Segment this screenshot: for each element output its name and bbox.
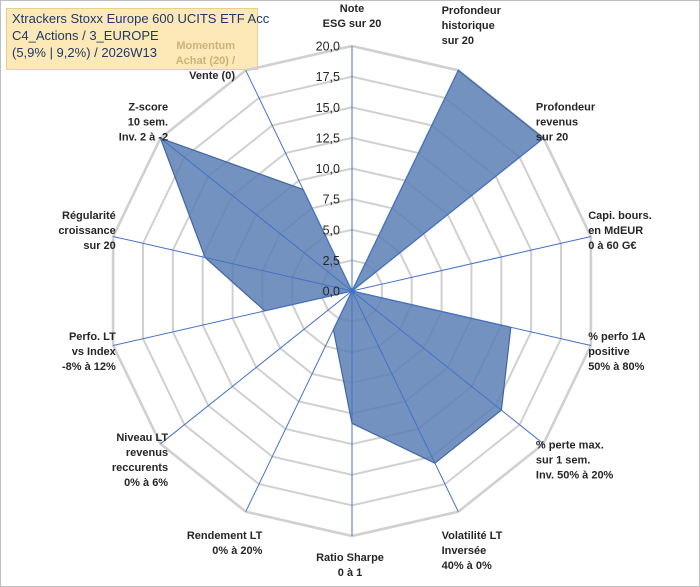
axis-spoke-6	[351, 290, 544, 445]
fund-stats: (5,9% | 9,2%) / 2026W13	[12, 45, 158, 60]
axis-label-12: Régularité croissance sur 20	[58, 210, 115, 252]
axis-spoke-7	[351, 290, 459, 512]
axis-label-line: reccurents	[112, 462, 168, 474]
axis-label-line: Achat (20) /	[176, 55, 235, 67]
axis-label-line: Perfo. LT	[69, 331, 116, 343]
axis-label-line: sur 20	[442, 35, 474, 47]
axis-label-line: revenus	[536, 117, 578, 129]
axis-label-10: Niveau LT revenus reccurents 0% à 6%	[112, 432, 169, 489]
axis-label-line: Note	[340, 3, 364, 15]
axis-label-line: Rendement LT	[187, 530, 263, 542]
tick-label-2: 5,0	[323, 223, 340, 237]
tick-label-3: 7,5	[323, 193, 340, 207]
axis-label-line: sur 20	[83, 240, 115, 252]
axis-label-3: Profondeur revenus sur 20	[536, 102, 596, 144]
axis-label-line: Inv. 2 à -2	[119, 132, 168, 144]
axis-spoke-10	[160, 290, 353, 445]
axis-label-line: -8% à 12%	[62, 361, 116, 373]
axis-spoke-9	[245, 290, 353, 512]
axis-label-line: vs Index	[72, 346, 117, 358]
axis-label-9: Rendement LT 0% à 20%	[187, 530, 263, 557]
axis-label-line: 0 à 60 G€	[588, 240, 636, 252]
axis-label-line: 40% à 0%	[442, 560, 492, 572]
axis-spoke-3	[351, 137, 544, 292]
axis-label-line: Capi. bours.	[588, 210, 652, 222]
axis-label-line: positive	[588, 346, 630, 358]
axis-spoke-4	[351, 236, 592, 292]
tick-label-4: 10,0	[316, 162, 340, 176]
axis-label-8: Ratio Sharpe 0 à 1	[316, 552, 384, 579]
axis-label-line: 0% à 6%	[124, 477, 168, 489]
axis-spoke-2	[351, 70, 459, 292]
fund-name: Xtrackers Stoxx Europe 600 UCITS ETF Acc	[12, 11, 270, 26]
tick-label-1: 2,5	[323, 254, 340, 268]
axis-label-line: ESG sur 20	[323, 18, 382, 30]
axis-label-line: Profondeur	[536, 102, 596, 114]
chart-header: Xtrackers Stoxx Europe 600 UCITS ETF Acc…	[12, 10, 269, 61]
axis-label-13: Z-score 10 sem. Inv. 2 à -2	[119, 102, 168, 144]
axis-label-line: sur 1 sem.	[536, 455, 590, 467]
fund-category: C4_Actions / 3_EUROPE	[12, 28, 159, 43]
axis-label-line: croissance	[58, 225, 115, 237]
axis-spoke-11	[112, 290, 353, 346]
axis-label-line: 0% à 20%	[212, 545, 262, 557]
axis-label-line: revenus	[126, 447, 168, 459]
axis-label-11: Perfo. LT vs Index -8% à 12%	[62, 331, 117, 373]
axis-label-line: historique	[442, 20, 495, 32]
axis-label-14: Momentum Achat (20) / Vente (0)	[176, 40, 236, 82]
axis-label-6: % perte max. sur 1 sem. Inv. 50% à 20%	[536, 440, 614, 482]
axis-label-line: Vente (0)	[189, 70, 235, 82]
axis-spoke-5	[351, 290, 592, 346]
axis-spoke-12	[112, 236, 353, 292]
axis-label-line: Régularité	[62, 210, 116, 222]
axis-label-line: % perfo 1A	[588, 331, 646, 343]
axis-label-line: 10 sem.	[128, 117, 168, 129]
axis-label-line: Niveau LT	[116, 432, 168, 444]
axis-spoke-14	[245, 70, 353, 292]
axis-label-4: Capi. bours. en MdEUR 0 à 60 G€	[588, 210, 652, 252]
axis-label-line: Inversée	[442, 545, 487, 557]
axis-label-line: Volatilité LT	[442, 530, 503, 542]
axis-label-line: 0 à 1	[338, 567, 362, 579]
axis-label-5: % perfo 1A positive 50% à 80%	[588, 331, 646, 373]
axis-label-line: sur 20	[536, 132, 568, 144]
axis-label-line: Inv. 50% à 20%	[536, 470, 614, 482]
axis-label-7: Volatilité LT Inversée 40% à 0%	[442, 530, 503, 572]
tick-label-0: 0,0	[323, 285, 340, 299]
tick-label-5: 12,5	[316, 131, 340, 145]
axis-spoke-13	[160, 137, 353, 292]
tick-label-8: 20,0	[316, 40, 340, 54]
axis-label-line: 50% à 80%	[588, 361, 644, 373]
axis-label-line: % perte max.	[536, 440, 604, 452]
axis-label-1: Note ESG sur 20	[323, 3, 382, 30]
axis-label-line: Z-score	[128, 102, 168, 114]
axis-label-line: Momentum	[176, 40, 235, 52]
axis-label-line: Ratio Sharpe	[316, 552, 384, 564]
tick-label-7: 17,5	[316, 70, 340, 84]
tick-label-6: 15,0	[316, 101, 340, 115]
axis-label-2: Profondeur historique sur 20	[442, 5, 502, 47]
axis-label-line: Profondeur	[442, 5, 502, 17]
axis-label-line: en MdEUR	[588, 225, 643, 237]
info-box	[6, 8, 258, 70]
